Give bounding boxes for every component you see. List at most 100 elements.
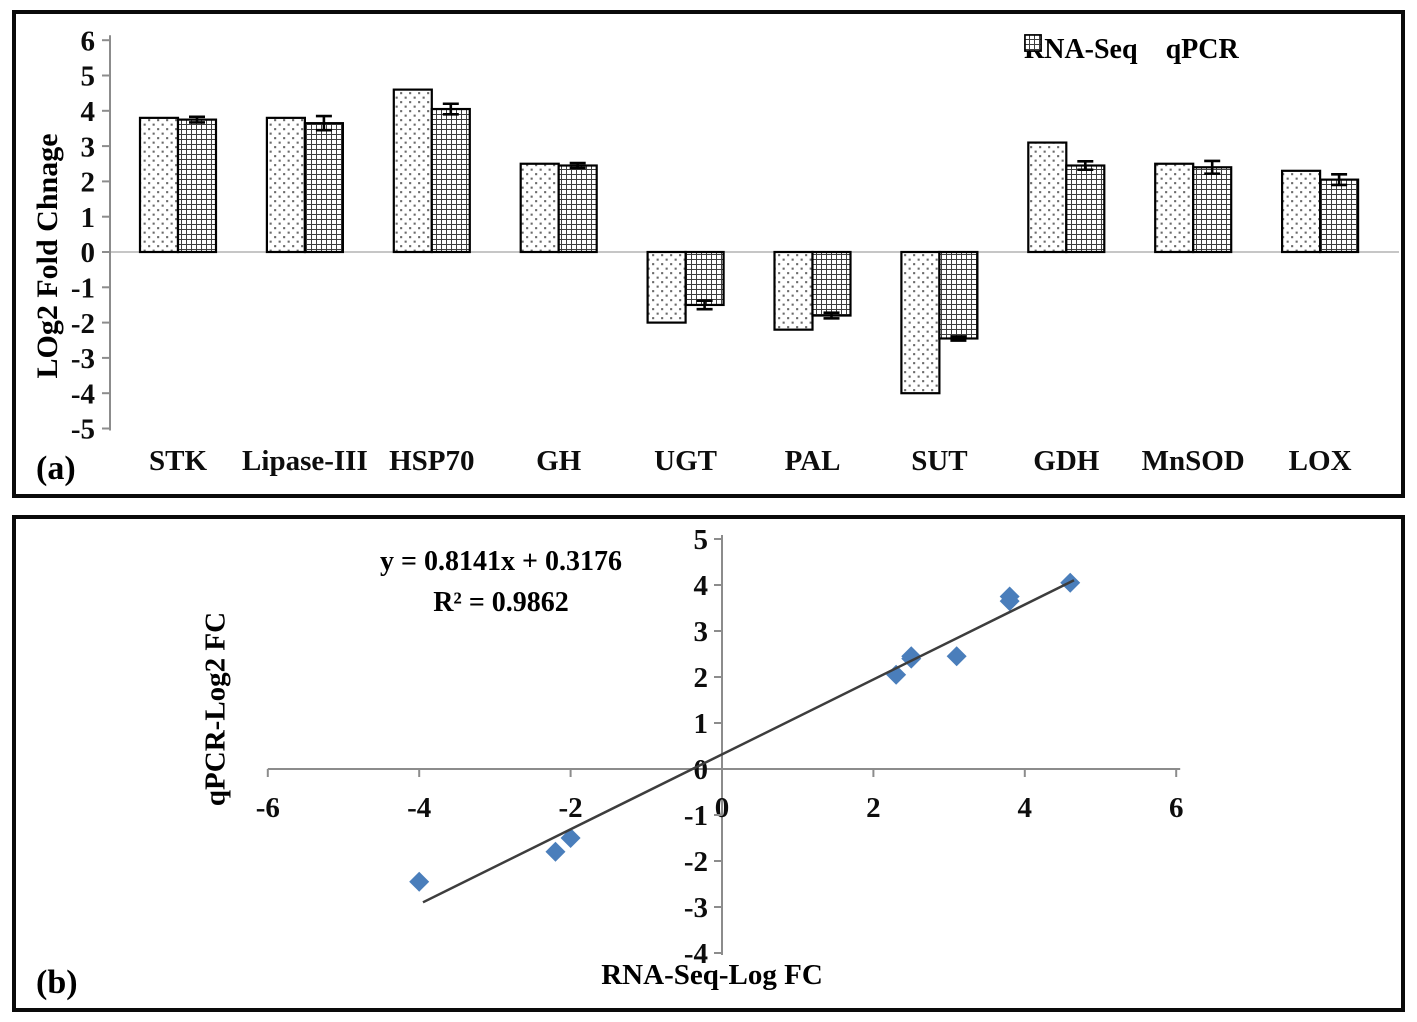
bar-rnaseq-STK [138,116,180,254]
y-tick-label: 0 [694,754,709,786]
bar-group-SUT [900,250,979,395]
bar-group-UGT [646,250,725,324]
bar-chart-y-axis-title: LOg2 Fold Chnage [31,133,64,379]
bar-qpcr-MnSOD [1192,166,1233,254]
scatter-point [999,591,1020,612]
scatter-point [545,841,566,862]
bar-qpcr-SUT [938,250,979,340]
bar-qpcr-UGT [684,250,725,307]
bar-group-LOX [1280,169,1360,254]
error-bar-GH [569,161,586,170]
bar-group-HSP70 [392,88,471,254]
y-tick-label: 3 [694,616,709,648]
category-label-PAL: PAL [785,445,841,477]
category-label-GH: GH [536,445,582,477]
error-bar-Lipase-III [315,114,332,132]
bar-rnaseq-HSP70 [392,88,433,254]
bar-group-PAL [773,250,852,331]
bar-group-STK [138,115,218,254]
bar-qpcr-Lipase-III [303,122,344,254]
y-tick-label: -2 [71,308,95,340]
category-label-LOX: LOX [1289,445,1352,477]
category-label-Lipase-III: Lipase-III [242,445,368,477]
bar-qpcr-GH [557,164,598,254]
error-bar-PAL [823,311,840,320]
bar-group-GH [519,161,598,254]
y-tick-label: 2 [81,167,96,199]
bar-group-Lipase-III [265,114,344,254]
y-tick-label: -4 [71,378,95,410]
category-label-SUT: SUT [911,445,967,477]
x-tick-label: -4 [407,792,431,824]
bar-group-GDH [1027,141,1106,254]
category-label-UGT: UGT [654,445,717,477]
y-tick-label: -3 [684,892,708,924]
panel-b-letter: (b) [36,964,78,1001]
bar-rnaseq-Lipase-III [265,116,306,254]
r-squared-line: R² = 0.9862 [433,587,569,618]
y-tick-label: -5 [71,414,95,446]
x-tick-label: 0 [715,792,730,824]
y-tick-label: 4 [81,96,96,128]
scatter-x-axis-title: RNA-Seq-Log FC [601,959,823,991]
bar-rnaseq-UGT [646,250,687,324]
category-label-MnSOD: MnSOD [1142,445,1245,477]
y-tick-label: -4 [684,938,708,970]
x-tick-label: 2 [866,792,881,824]
bar-qpcr-GDH [1065,164,1106,254]
bar-qpcr-LOX [1318,178,1360,254]
equation-line: y = 0.8141x + 0.3176 [380,546,622,577]
x-tick-label: -2 [559,792,583,824]
error-bar-MnSOD [1204,159,1221,175]
x-tick-label: 4 [1018,792,1033,824]
scatter-point [409,871,430,892]
error-bar-LOX [1331,173,1348,187]
bar-rnaseq-GH [519,162,560,254]
legend-label-rnaseq: RNA-Seq [1024,34,1138,65]
y-tick-label: 6 [81,25,96,57]
bar-rnaseq-GDH [1027,141,1068,254]
bar-chart-svg: STK Lipase-III HSP70 GH UGT PAL SUT GDH MnSOD LOX… [71,25,1399,477]
x-tick-label: 6 [1169,792,1184,824]
y-tick-label: -2 [684,846,708,878]
bar-qpcr-STK [176,118,218,254]
trend-line [422,579,1075,904]
bar-qpcr-HSP70 [430,107,471,254]
scatter-point [560,828,581,848]
legend-item-qpcr: qPCR [1024,34,1239,66]
category-label-STK: STK [149,445,207,477]
bar-rnaseq-PAL [773,250,814,331]
bar-qpcr-PAL [811,250,852,317]
bar-rnaseq-MnSOD [1154,162,1195,254]
scatter-y-axis-title: qPCR-Log2 FC [199,611,232,807]
y-tick-label: 5 [694,524,709,556]
x-tick-label: -6 [256,792,280,824]
error-bar-GDH [1077,159,1094,172]
category-label-GDH: GDH [1033,445,1100,477]
panel-a-bar-chart: STK Lipase-III HSP70 GH UGT PAL SUT GDH MnSOD LOX… [12,10,1405,498]
error-bar-HSP70 [442,102,459,116]
error-bar-UGT [696,299,713,311]
scatter-point [946,646,967,667]
trendline-equation: y = 0.8141x + 0.3176 R² = 0.9862 [296,541,706,623]
bar-rnaseq-SUT [900,250,941,395]
error-bar-SUT [950,335,967,342]
error-bar-STK [189,115,205,124]
legend-label-qpcr: qPCR [1165,34,1239,65]
bar-group-MnSOD [1154,159,1233,254]
y-tick-label: -1 [71,272,95,304]
qpcr-pattern-swatch-icon [1024,34,1042,52]
y-tick-label: 1 [694,708,709,740]
legend: RNA-Seq qPCR [1024,34,1239,66]
y-tick-label: 3 [81,131,96,163]
y-tick-label: 2 [694,662,709,694]
bar-rnaseq-LOX [1280,169,1322,254]
y-tick-label: 4 [694,570,709,602]
y-tick-label: 0 [81,237,96,269]
y-tick-label: 1 [81,202,96,234]
panel-a-letter: (a) [36,450,76,487]
panel-b-scatter-plot: -6 -4 -2 0 2 4 6 5 4 3 2 1 0 -1 -2 -3 -4 y = 0.8141x + 0… [12,515,1405,1012]
y-tick-label: -3 [71,343,95,375]
